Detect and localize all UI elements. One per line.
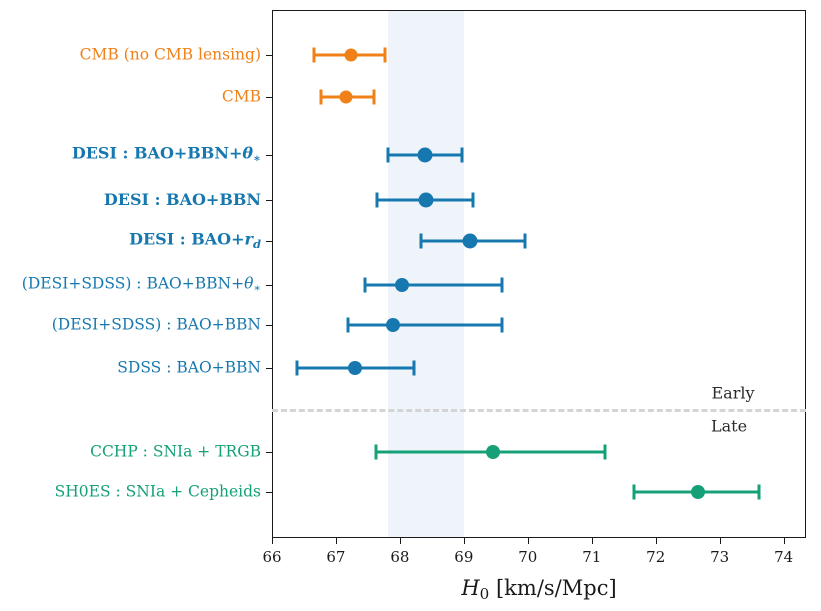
error-bar-cap-low — [375, 192, 379, 208]
error-bar-cap-high — [500, 277, 504, 293]
x-tick-label: 74 — [774, 548, 794, 566]
x-tick-label: 71 — [582, 548, 602, 566]
x-tick-label: 70 — [518, 548, 538, 566]
x-tick-mark — [463, 538, 466, 544]
y-tick-mark — [266, 492, 272, 494]
y-tick-mark — [266, 368, 272, 370]
error-bar-cap-low — [374, 444, 378, 460]
data-point-marker[interactable] — [339, 90, 353, 104]
data-point-marker[interactable] — [385, 318, 400, 332]
x-tick-label: 68 — [390, 548, 410, 566]
error-bar-cap-low — [295, 360, 299, 376]
x-tick-label: 73 — [710, 548, 730, 566]
x-tick-mark — [783, 538, 785, 544]
error-bar-cap-low — [419, 233, 423, 249]
error-bar-cap-low — [346, 317, 350, 333]
x-axis-title: H0 [km/s/Mpc] — [272, 576, 806, 603]
x-tick-label: 67 — [326, 548, 346, 566]
x-tick-mark — [335, 538, 338, 544]
early-late-divider — [272, 409, 806, 412]
x-axis-title-units-space — [489, 576, 496, 600]
x-tick-mark — [591, 538, 594, 544]
x-tick-mark — [527, 538, 530, 544]
y-tick-mark — [266, 452, 272, 454]
row-label: (DESI+SDSS) : BAO+BBN — [51, 315, 261, 334]
y-tick-mark — [266, 97, 272, 99]
error-bar-cap-low — [386, 147, 390, 163]
error-bar-cap-high — [471, 192, 475, 208]
y-tick-mark — [266, 200, 272, 202]
x-tick-label: 69 — [454, 548, 474, 566]
error-bar-cap-high — [603, 444, 607, 460]
x-tick-label: 72 — [646, 548, 666, 566]
error-bar-cap-high — [460, 147, 464, 163]
error-bar-cap-low — [312, 47, 316, 63]
row-label: CCHP : SNIa + TRGB — [90, 442, 261, 461]
x-tick-mark — [719, 538, 721, 544]
data-point-marker[interactable] — [394, 278, 409, 292]
y-tick-mark — [266, 241, 272, 243]
error-bar-cap-high — [412, 360, 416, 376]
y-tick-mark — [266, 325, 272, 327]
data-point-marker[interactable] — [344, 48, 358, 62]
row-label: DESI : BAO+BBN — [103, 190, 261, 209]
error-bar-cap-low — [363, 277, 367, 293]
data-point-marker[interactable] — [417, 147, 433, 163]
row-label: CMB (no CMB lensing) — [79, 45, 261, 64]
row-label: DESI : BAO+BBN+θ∗ — [71, 143, 261, 165]
x-tick-mark — [655, 538, 657, 544]
x-axis-title-subscript: 0 — [479, 585, 490, 604]
y-tick-mark — [266, 285, 272, 287]
plot-axes-frame — [272, 10, 806, 538]
data-point-marker[interactable] — [690, 485, 705, 499]
y-tick-mark — [266, 155, 272, 157]
row-label: SH0ES : SNIa + Cepheids — [54, 482, 261, 501]
data-point-marker[interactable] — [462, 233, 478, 249]
row-label: (DESI+SDSS) : BAO+BBN+θ∗ — [21, 274, 261, 295]
x-axis-title-units: [km/s/Mpc] — [495, 576, 617, 600]
shaded-band — [388, 10, 464, 538]
row-label: SDSS : BAO+BBN — [117, 358, 261, 377]
era-label-early: Early — [711, 383, 755, 403]
row-label: CMB — [221, 87, 261, 106]
error-bar-cap-high — [757, 484, 761, 500]
y-tick-mark — [266, 55, 272, 57]
data-point-marker[interactable] — [485, 445, 500, 459]
data-point-marker[interactable] — [418, 192, 434, 208]
error-bar-line — [348, 323, 503, 327]
error-bar-cap-high — [500, 317, 504, 333]
x-axis-title-symbol: H — [461, 576, 480, 600]
error-bar-line — [364, 283, 503, 287]
error-bar-cap-high — [523, 233, 527, 249]
x-tick-label: 66 — [262, 548, 282, 566]
era-label-late: Late — [710, 416, 748, 436]
error-bar-cap-low — [319, 89, 323, 105]
error-bar-cap-high — [372, 89, 376, 105]
error-bar-cap-high — [383, 47, 387, 63]
x-tick-mark — [399, 538, 402, 544]
data-point-marker[interactable] — [348, 361, 363, 375]
row-label: DESI : BAO+rd — [129, 229, 261, 251]
x-tick-mark — [272, 538, 274, 544]
error-bar-cap-low — [632, 484, 636, 500]
